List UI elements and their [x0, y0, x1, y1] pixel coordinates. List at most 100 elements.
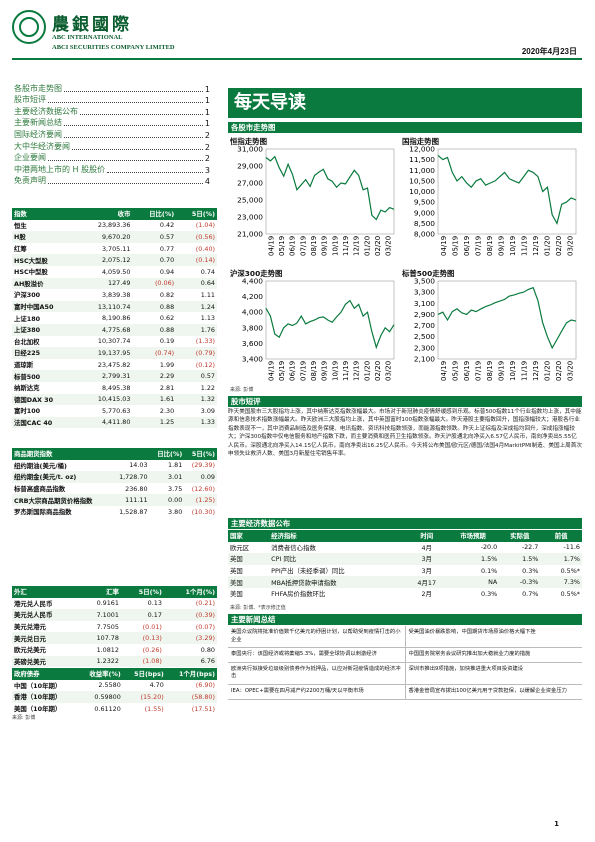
econ-table-wrap: 国家 经济指标 时间 市场预期 实际值 前值 欧元区 消费者信心指数 4月 -20.0 -22.7 -… — [228, 530, 582, 600]
econ-cell: 0.5%* — [560, 566, 580, 575]
x-tick-label: 08/19 — [486, 361, 494, 381]
news-section-bar: 主要新闻总结 — [228, 614, 582, 625]
commodities-header-cell: 商品期货指数 — [12, 448, 111, 460]
toc-item-page: 2 — [204, 130, 210, 140]
indices-cell: 9,670.20 — [77, 231, 133, 243]
toc-dots — [80, 113, 203, 115]
x-tick-label: 10/19 — [331, 236, 339, 256]
y-tick-label: 29,000 — [237, 162, 263, 171]
table-row: 罗杰斯国际商品指数 1,528.87 3.80 (10.30) — [12, 506, 217, 518]
chart-title-hsi: 恒指走势图 — [230, 137, 267, 146]
y-tick-label: 27,000 — [237, 179, 263, 188]
toc-item[interactable]: 主要经济数据公布 1 — [14, 105, 210, 117]
chart-title-hscei: 国指走势图 — [402, 137, 439, 146]
y-tick-label: 31,000 — [237, 145, 263, 154]
econ-cell: PPI产出（未经季调）同比 — [271, 567, 345, 576]
toc-item[interactable]: 国际经济要闻 2 — [14, 128, 210, 140]
toc-item-page: 2 — [204, 142, 210, 152]
econ-cell: -20.0 — [480, 543, 498, 552]
x-tick-label: 07/19 — [474, 361, 482, 381]
indices-cell: 0.82 — [159, 290, 175, 299]
toc-item[interactable]: 企业要闻 2 — [14, 152, 210, 163]
table-row: 美国（10年期） 0.61120 (1.55) (17.51) — [12, 703, 217, 715]
news-item: 香港金管局宣布拨出100亿美元用于贷款担保，以缓解企业资金压力 — [405, 684, 582, 700]
toc-dots — [48, 102, 203, 104]
table-row: IEA：OPEC+需要在四月减产约2200万桶/天以平衡市场 香港金管局宣布拨出1… — [228, 684, 582, 700]
plot-frame — [437, 148, 577, 235]
fx-cell: 7.7505 — [96, 622, 119, 631]
fx-header-cell: 5日(%) — [120, 586, 164, 598]
indices-cell: 0.62 — [159, 314, 175, 323]
commodities-cell: 0.00 — [149, 494, 185, 506]
table-row: 港元兑人民币 0.9161 0.13 (0.21) — [12, 598, 217, 610]
toc-item[interactable]: 各股市走势图 1 — [14, 82, 210, 94]
commodities-cell: 14.03 — [129, 461, 148, 470]
fx-cell: 0.13 — [147, 599, 162, 608]
econ-cell: 1.5% — [499, 553, 541, 565]
y-tick-label: 10,000 — [409, 187, 435, 196]
econ-cell: -11.6 — [563, 543, 580, 552]
toc-item[interactable]: 股市短评 1 — [14, 94, 210, 105]
toc-item-label: 股市短评 — [14, 95, 46, 105]
table-row: 上证180 8,190.86 0.62 1.13 — [12, 312, 217, 324]
indices-cell: 2.30 — [159, 406, 175, 415]
y-tick-label: 2,300 — [414, 343, 435, 352]
indices-cell: 3.09 — [200, 406, 215, 415]
y-tick-label: 8,500 — [414, 219, 435, 228]
x-tick-label: 03/20 — [385, 361, 393, 381]
commodities-header-cell — [110, 448, 150, 460]
indices-cell: 4,411.80 — [77, 416, 133, 429]
y-tick-label: 4,200 — [242, 292, 263, 301]
table-row: 香港（10年期） 0.59800 (15.20) (58.80) — [12, 691, 217, 703]
toc-item[interactable]: 主要新闻总结 1 — [14, 117, 210, 128]
indices-table-wrap: 指数 收市 日比(%) 5日(%) 恒生 23,893.36 0.42 (1.04) H股 9,6… — [12, 208, 217, 429]
econ-cell: 4月17 — [406, 576, 447, 588]
indices-cell: (0.79) — [176, 347, 217, 359]
toc-item[interactable]: 中港两地上市的 H 股股价 3 — [14, 163, 210, 175]
x-tick-label: 01/20 — [543, 361, 551, 381]
indices-cell: (1.04) — [195, 221, 215, 230]
table-row: 美元兑日元 107.78 (0.13) (3.29) — [12, 632, 217, 644]
y-tick-label: 10,500 — [409, 176, 435, 185]
table-row: 沪深300 3,839.38 0.82 1.11 — [12, 289, 217, 301]
series-line — [265, 299, 395, 350]
indices-cell: 0.70 — [132, 254, 177, 266]
indices-header-row: 指数 收市 日比(%) 5日(%) — [12, 208, 217, 220]
fx-cell: 6.76 — [163, 655, 217, 668]
indices-cell: (0.14) — [176, 254, 217, 266]
bonds-header-cell: 1个月(bps) — [165, 668, 217, 680]
fx-cell: 美元兑港元 — [14, 623, 46, 632]
econ-table: 国家 经济指标 时间 市场预期 实际值 前值 欧元区 消费者信心指数 4月 -20.0 -22.7 -… — [228, 530, 582, 600]
econ-cell: CPI 同比 — [269, 553, 407, 565]
table-row: 美国众议院将批准价值数千亿美元的纾困计划，以帮助受到疫情打击的小企业 受美国油价暴… — [228, 626, 582, 649]
toc-item[interactable]: 大中华经济要闻 2 — [14, 140, 210, 152]
econ-section-bar: 主要经济数据公布 — [228, 518, 582, 529]
table-row: 英国 CPI 同比 3月 1.5% 1.5% 1.7% — [228, 553, 582, 565]
commentary-section-bar: 股市短评 — [228, 396, 582, 407]
econ-cell: 1.5% — [446, 553, 500, 565]
fx-header-row: 外汇 汇率 5日(%) 1个月(%) — [12, 586, 217, 598]
x-tick-label: 05/19 — [278, 361, 286, 381]
fx-table-wrap: 外汇 汇率 5日(%) 1个月(%) 港元兑人民币 0.9161 0.13 (0.21) 美元兑… — [12, 586, 217, 679]
toc-item-page: 1 — [204, 107, 210, 117]
commodities-cell: 0.09 — [184, 471, 217, 483]
indices-cell: 13,110.74 — [77, 300, 133, 313]
commodities-header-row: 商品期货指数 日比(%) 5日(%) — [12, 448, 217, 460]
plot-frame — [265, 280, 395, 360]
indices-cell: 23,893.36 — [97, 221, 131, 230]
econ-cell: -22.7 — [521, 543, 539, 552]
x-tick-label: 02/20 — [555, 361, 563, 381]
indices-cell: 8,495.38 — [101, 383, 131, 392]
toc-dots — [64, 90, 203, 92]
x-tick-label: 09/19 — [497, 361, 505, 381]
news-item: 欧洲央行拟接受垃圾级别债券作为抵押品，以应对新冠疫情造成的经济冲击 — [228, 662, 406, 685]
x-tick-label: 07/19 — [299, 361, 307, 381]
toc-item[interactable]: 免责声明 4 — [14, 175, 210, 186]
bonds-header-row: 政府债券 收益率(%) 5日(bps) 1个月(bps) — [12, 668, 217, 680]
news-item: 中国国务院常务会议研究推出加大稳就业力度的措施 — [405, 647, 582, 663]
indices-cell: 台北加权 — [14, 337, 40, 346]
econ-cell: 美国 — [228, 576, 270, 588]
commodities-cell: 标普高盛商品指数 — [14, 485, 66, 494]
econ-cell: NA — [446, 576, 500, 588]
econ-header-cell: 国家 — [228, 530, 270, 542]
